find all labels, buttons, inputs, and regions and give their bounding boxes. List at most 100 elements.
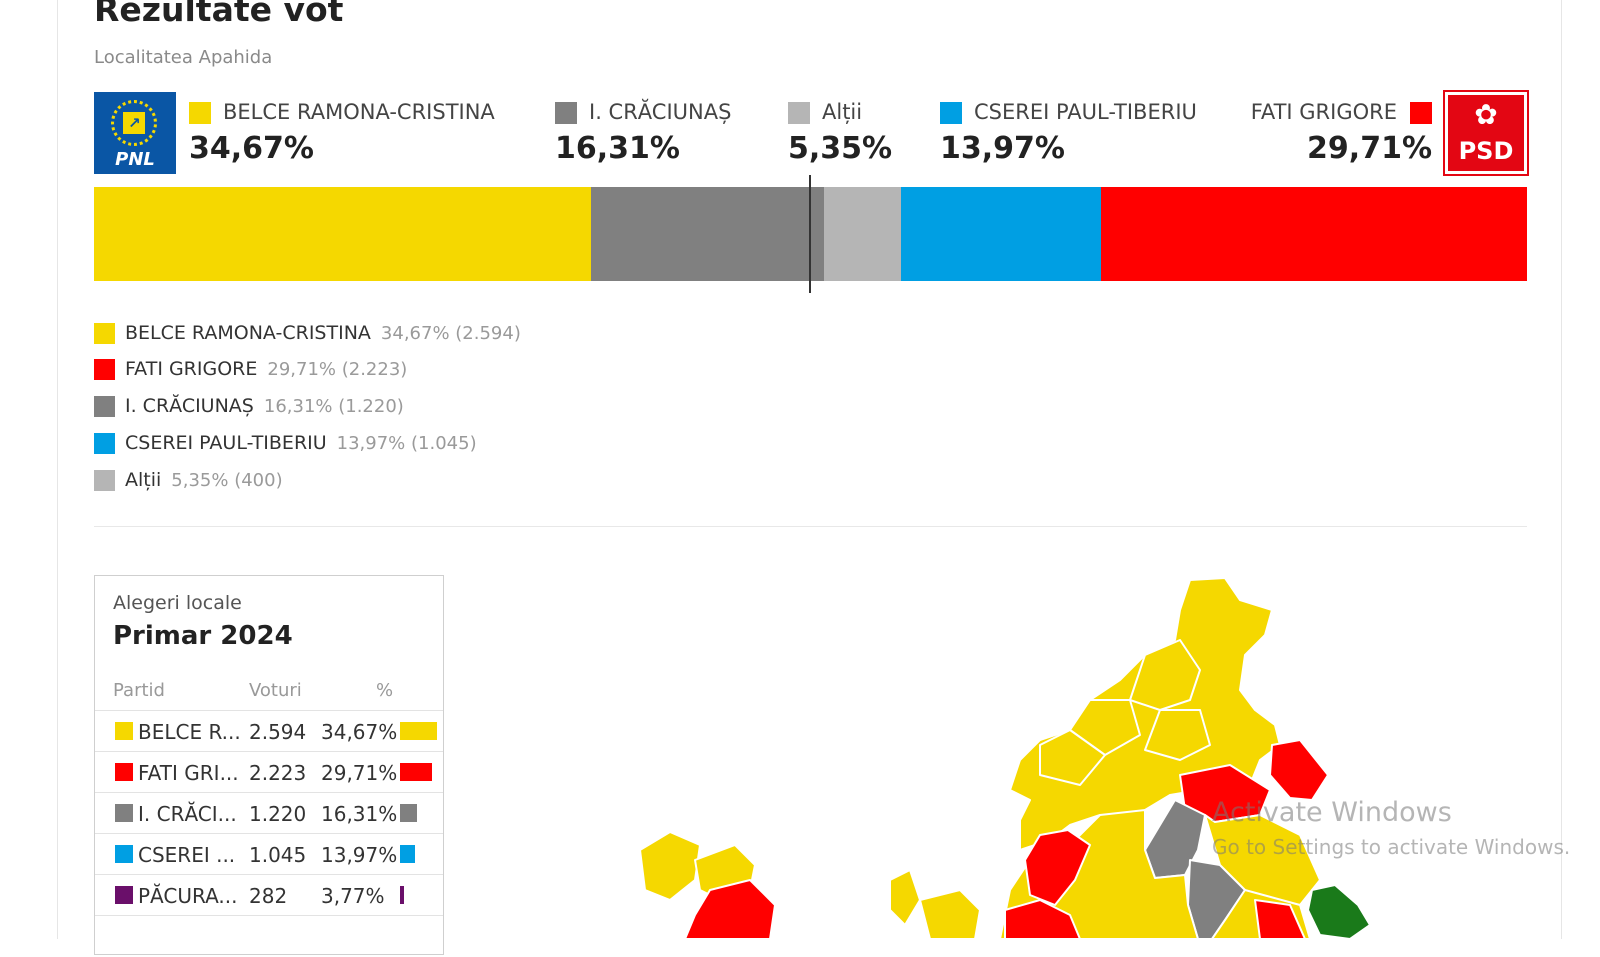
candidate-percent: 5,35% (788, 131, 893, 166)
rose-icon: ✿ (1474, 98, 1498, 131)
candidate-color-swatch (189, 102, 211, 124)
legend-item: I. CRĂCIUNAȘ 16,31% (1.220) (94, 394, 404, 418)
majority-50-percent-marker (809, 175, 811, 293)
map-region (1024, 829, 1091, 906)
column-header-votes: Voturi (249, 680, 302, 701)
table-row (95, 915, 443, 957)
legend-value: 13,97% (1.045) (336, 432, 477, 454)
table-row[interactable]: CSEREI ... 1.045 13,97% (95, 833, 443, 875)
results-stacked-bar (94, 187, 1527, 281)
bar-segment[interactable] (590, 187, 825, 281)
party-swatch (115, 845, 133, 863)
pnl-logo: ↗ PNL (94, 92, 176, 174)
candidate-percent: 16,31% (555, 131, 680, 166)
card-label: Alegeri locale (113, 592, 242, 614)
party-name: PĂCURA... (138, 884, 238, 908)
party-swatch (115, 763, 133, 781)
candidate-percent: 34,67% (189, 131, 314, 166)
party-percent: 29,71% (321, 761, 398, 785)
legend-swatch (94, 322, 115, 344)
party-name: I. CRĂCI... (138, 802, 237, 826)
party-votes: 2.223 (249, 761, 307, 785)
map-region (889, 869, 921, 926)
legend-swatch (94, 469, 115, 491)
map-region (1069, 699, 1141, 756)
candidate-color-swatch (1410, 102, 1432, 124)
results-map[interactable] (600, 560, 1400, 939)
legend-value: 34,67% (2.594) (380, 322, 521, 344)
locality-subtitle: Localitatea Apahida (94, 47, 273, 68)
psd-logo-text: PSD (1458, 137, 1514, 165)
party-percent: 13,97% (321, 843, 398, 867)
legend-value: 29,71% (2.223) (267, 358, 408, 380)
party-swatch (115, 722, 133, 740)
legend-swatch (94, 432, 115, 454)
table-row[interactable]: FATI GRI... 2.223 29,71% (95, 751, 443, 793)
section-divider (94, 526, 1527, 527)
legend-item: CSEREI PAUL-TIBERIU 13,97% (1.045) (94, 431, 477, 455)
legend-swatch (94, 395, 115, 417)
table-row[interactable]: BELCE R... 2.594 34,67% (95, 710, 443, 752)
bar-segment[interactable] (901, 187, 1102, 281)
table-row[interactable]: PĂCURA... 282 3,77% (95, 874, 443, 916)
bar-segment[interactable] (824, 187, 902, 281)
candidate-name: I. CRĂCIUNAȘ (589, 100, 732, 124)
page-right-border (1561, 0, 1562, 939)
party-name: FATI GRI... (138, 761, 239, 785)
bar-segment[interactable] (94, 187, 591, 281)
party-share-bar (400, 845, 415, 863)
party-percent: 3,77% (321, 884, 385, 908)
party-name: BELCE R... (138, 720, 241, 744)
activation-watermark-title: Activate Windows (1212, 797, 1452, 828)
candidate-name: FATI GRIGORE (1250, 100, 1397, 124)
party-votes: 1.045 (249, 843, 307, 867)
party-swatch (115, 886, 133, 904)
legend-name: CSEREI PAUL-TIBERIU (125, 432, 327, 454)
pnl-logo-text: PNL (115, 149, 155, 170)
legend-value: 16,31% (1.220) (263, 395, 404, 417)
legend-item: FATI GRIGORE 29,71% (2.223) (94, 357, 407, 381)
candidate-color-swatch (940, 102, 962, 124)
map-region (684, 879, 776, 939)
legend-name: FATI GRIGORE (125, 358, 258, 380)
legend-item: BELCE RAMONA-CRISTINA 34,67% (2.594) (94, 321, 521, 345)
psd-logo: ✿ PSD (1443, 90, 1529, 176)
map-region (639, 831, 701, 901)
legend-name: BELCE RAMONA-CRISTINA (125, 322, 371, 344)
activation-watermark-subtitle: Go to Settings to activate Windows. (1212, 835, 1571, 859)
candidate-name: BELCE RAMONA-CRISTINA (223, 100, 495, 124)
card-heading: Primar 2024 (113, 621, 293, 651)
legend-name: I. CRĂCIUNAȘ (125, 395, 254, 417)
column-header-percent: % (376, 680, 394, 701)
map-region (1004, 899, 1081, 939)
pnl-arrow-icon: ↗ (123, 112, 145, 134)
map-region (919, 889, 981, 939)
candidate-name: Alții (822, 100, 863, 124)
map-region (1039, 729, 1106, 786)
bar-segment[interactable] (1101, 187, 1527, 281)
candidate-color-swatch (788, 102, 810, 124)
party-share-bar (400, 804, 417, 822)
table-row[interactable]: I. CRĂCI... 1.220 16,31% (95, 792, 443, 834)
party-percent: 16,31% (321, 802, 398, 826)
map-region (1307, 884, 1371, 939)
party-votes: 282 (249, 884, 288, 908)
party-percent: 34,67% (321, 720, 398, 744)
pnl-star-ring-icon (111, 100, 157, 146)
election-results-card: Alegeri locale Primar 2024 Partid Voturi… (94, 575, 444, 955)
page-title: Rezultate vot (94, 0, 344, 29)
party-votes: 2.594 (249, 720, 307, 744)
candidate-name: CSEREI PAUL-TIBERIU (974, 100, 1197, 124)
candidate-color-swatch (555, 102, 577, 124)
candidate-percent: 13,97% (940, 131, 1065, 166)
page-left-border (57, 0, 58, 939)
legend-name: Alții (125, 469, 162, 491)
legend-value: 5,35% (400) (171, 469, 283, 491)
party-name: CSEREI ... (138, 843, 236, 867)
party-swatch (115, 804, 133, 822)
map-region (1144, 709, 1211, 761)
candidate-percent: 29,71% (1307, 131, 1432, 166)
column-header-party: Partid (113, 680, 165, 701)
map-region (1269, 739, 1329, 801)
map-region (1254, 899, 1306, 939)
